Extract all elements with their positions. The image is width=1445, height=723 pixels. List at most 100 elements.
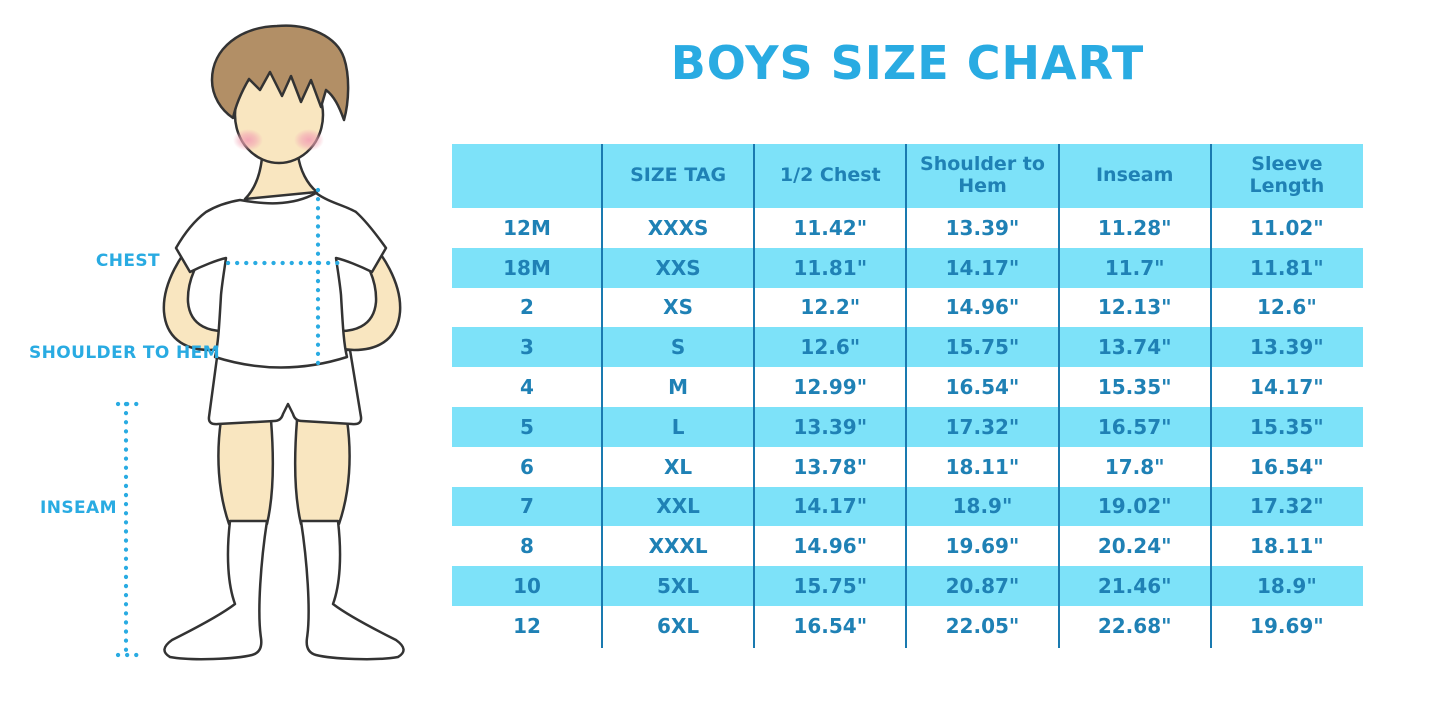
header-cell-shoulder-to-hem: Shoulder to Hem bbox=[920, 153, 1045, 197]
cell-half-chest: 11.81" bbox=[793, 255, 868, 280]
table-row-12m: 12M XXXS 11.42" 13.39" 11.28" 11.02" bbox=[452, 208, 1363, 248]
cell-half-chest: 13.78" bbox=[793, 454, 868, 479]
hair bbox=[210, 24, 350, 122]
table-row-6: 6 XL 13.78" 18.11" 17.8" 16.54" bbox=[452, 447, 1363, 487]
table-row-5: 5 L 13.39" 17.32" 16.57" 15.35" bbox=[452, 406, 1363, 447]
cell-sleeve: 12.6" bbox=[1257, 295, 1317, 320]
cell-shoulder: 15.75" bbox=[945, 335, 1020, 360]
column-divider bbox=[905, 144, 908, 648]
cell-sleeve: 11.81" bbox=[1250, 255, 1324, 280]
header-cell-inseam: Inseam bbox=[1095, 164, 1174, 187]
right-sock bbox=[299, 519, 405, 661]
cell-sleeve: 15.35" bbox=[1250, 414, 1324, 439]
cell-sleeve: 18.11" bbox=[1250, 534, 1324, 559]
table-row-8: 8 XXXL 14.96" 19.69" 20.24" 18.11" bbox=[452, 526, 1363, 566]
cell-half-chest: 12.6" bbox=[800, 335, 861, 360]
cell-half-chest: 12.99" bbox=[793, 375, 868, 400]
cell-half-chest: 14.96" bbox=[793, 534, 868, 559]
cell-shoulder: 22.05" bbox=[945, 613, 1020, 638]
left-cheek bbox=[233, 129, 263, 151]
cell-sleeve: 17.32" bbox=[1250, 494, 1324, 519]
cell-shoulder: 14.96" bbox=[945, 295, 1020, 320]
cell-shoulder: 18.11" bbox=[945, 454, 1020, 479]
table-row-7: 7 XXL 14.17" 18.9" 19.02" 17.32" bbox=[452, 486, 1363, 527]
cell-size: 3 bbox=[520, 335, 534, 360]
cell-shoulder: 18.9" bbox=[952, 494, 1013, 519]
cell-half-chest: 11.42" bbox=[793, 215, 868, 240]
cell-half-chest: 15.75" bbox=[793, 574, 868, 599]
table-row-4: 4 M 12.99" 16.54" 15.35" 14.17" bbox=[452, 367, 1363, 407]
cell-half-chest: 16.54" bbox=[793, 613, 868, 638]
cell-size-tag: XXL bbox=[656, 494, 700, 519]
cell-shoulder: 16.54" bbox=[945, 375, 1020, 400]
boy-figure-area: CHEST SHOULDER TO HEM INSEAM bbox=[0, 0, 450, 723]
cell-sleeve: 14.17" bbox=[1250, 375, 1324, 400]
cell-sleeve: 19.69" bbox=[1250, 613, 1324, 638]
cell-size: 12M bbox=[503, 215, 551, 240]
chest-label: CHEST bbox=[95, 251, 160, 271]
cell-sleeve: 11.02" bbox=[1250, 215, 1324, 240]
cell-size-tag: XXS bbox=[655, 255, 701, 280]
cell-size: 2 bbox=[520, 295, 534, 320]
cell-size-tag: XL bbox=[664, 454, 693, 479]
table-row-18m: 18M XXS 11.81" 14.17" 11.7" 11.81" bbox=[452, 247, 1363, 288]
header-cell-size-tag: SIZE TAG bbox=[630, 164, 727, 187]
size-table: SIZE TAG 1/2 Chest Shoulder to Hem Insea… bbox=[452, 144, 1363, 648]
right-leg bbox=[293, 418, 351, 526]
cell-shoulder: 17.32" bbox=[945, 414, 1020, 439]
cell-inseam: 12.13" bbox=[1097, 295, 1172, 320]
column-divider bbox=[601, 144, 603, 648]
right-cheek bbox=[294, 129, 324, 151]
cell-inseam: 20.24" bbox=[1097, 534, 1172, 559]
column-divider bbox=[753, 144, 756, 648]
cell-inseam: 15.35" bbox=[1097, 375, 1172, 400]
boy-figure-illustration bbox=[115, 24, 405, 661]
cell-size: 6 bbox=[520, 454, 534, 479]
cell-size: 7 bbox=[520, 494, 534, 519]
cell-half-chest: 13.39" bbox=[793, 414, 868, 439]
column-divider bbox=[1057, 144, 1060, 648]
cell-sleeve: 18.9" bbox=[1257, 574, 1317, 599]
header-cell-sleeve-length: Sleeve Length bbox=[1249, 153, 1325, 197]
cell-inseam: 16.57" bbox=[1097, 414, 1172, 439]
shoulder-to-hem-label: SHOULDER TO HEM bbox=[29, 343, 221, 363]
cell-inseam: 13.74" bbox=[1097, 335, 1172, 360]
cell-inseam: 11.7" bbox=[1104, 255, 1165, 280]
cell-sleeve: 16.54" bbox=[1250, 454, 1324, 479]
cell-size: 8 bbox=[520, 534, 534, 559]
table-header-row: SIZE TAG 1/2 Chest Shoulder to Hem Insea… bbox=[452, 144, 1363, 208]
cell-size-tag: XXXL bbox=[648, 534, 708, 559]
cell-size-tag: 5XL bbox=[657, 574, 700, 599]
cell-inseam: 22.68" bbox=[1097, 613, 1172, 638]
cell-inseam: 11.28" bbox=[1097, 215, 1172, 240]
cell-inseam: 21.46" bbox=[1097, 574, 1172, 599]
cell-size: 18M bbox=[503, 255, 551, 280]
t-shirt bbox=[174, 191, 388, 369]
cell-size-tag: M bbox=[668, 375, 689, 400]
header-cell-half-chest: 1/2 Chest bbox=[779, 164, 881, 187]
column-divider bbox=[1209, 144, 1212, 648]
cell-size-tag: L bbox=[671, 414, 685, 439]
cell-half-chest: 14.17" bbox=[793, 494, 868, 519]
cell-shoulder: 19.69" bbox=[945, 534, 1020, 559]
cell-shoulder: 13.39" bbox=[945, 215, 1020, 240]
cell-size-tag: XXXS bbox=[647, 215, 709, 240]
page-title: BOYS SIZE CHART bbox=[670, 36, 1145, 90]
cell-size-tag: XS bbox=[663, 295, 693, 320]
cell-size-tag: S bbox=[670, 335, 686, 360]
cell-size: 5 bbox=[520, 414, 534, 439]
cell-size: 10 bbox=[513, 574, 541, 599]
header-cell-size bbox=[452, 144, 602, 208]
cell-sleeve: 13.39" bbox=[1250, 335, 1324, 360]
table-row-3: 3 S 12.6" 15.75" 13.74" 13.39" bbox=[452, 327, 1363, 368]
table-row-10: 10 5XL 15.75" 20.87" 21.46" 18.9" bbox=[452, 566, 1363, 606]
cell-shoulder: 14.17" bbox=[945, 255, 1020, 280]
left-sock bbox=[163, 519, 269, 661]
left-leg bbox=[217, 418, 275, 526]
table-row-12: 12 6XL 16.54" 22.05" 22.68" 19.69" bbox=[452, 606, 1363, 646]
cell-size-tag: 6XL bbox=[657, 613, 700, 638]
cell-shoulder: 20.87" bbox=[945, 574, 1020, 599]
neck bbox=[243, 153, 319, 201]
cell-size: 12 bbox=[513, 613, 541, 638]
